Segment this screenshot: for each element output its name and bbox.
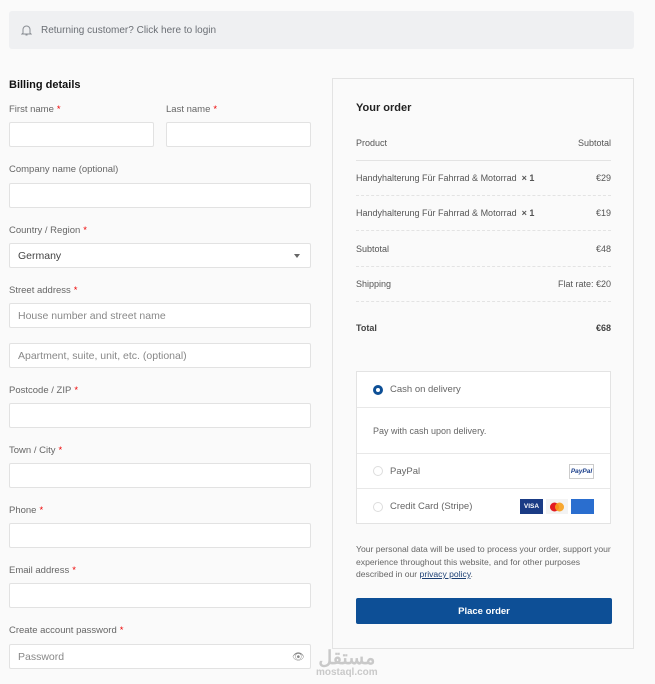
password-input[interactable]: Password <box>9 644 311 669</box>
first-name-label: First name * <box>9 104 61 115</box>
billing-title: Billing details <box>9 79 81 91</box>
order-item-row: Handyhalterung Für Fahrrad & Motorrad × … <box>356 208 611 218</box>
email-label: Email address * <box>9 565 76 576</box>
payment-cod[interactable]: Cash on delivery <box>357 372 610 408</box>
postcode-input[interactable] <box>9 403 311 428</box>
show-password-eye-icon[interactable]: 👁 <box>292 652 305 663</box>
bell-icon <box>21 25 32 36</box>
first-name-input[interactable] <box>9 122 154 147</box>
order-item-row: Handyhalterung Für Fahrrad & Motorrad × … <box>356 173 611 183</box>
privacy-notice: Your personal data will be used to proce… <box>356 544 611 579</box>
company-input[interactable] <box>9 183 311 208</box>
paypal-radio[interactable] <box>373 466 383 476</box>
chevron-down-icon <box>294 254 300 258</box>
visa-icon: VISA <box>520 499 543 514</box>
phone-input[interactable] <box>9 523 311 548</box>
order-title: Your order <box>356 102 412 114</box>
town-input[interactable] <box>9 463 311 488</box>
mastercard-icon <box>546 499 568 514</box>
phone-label: Phone * <box>9 505 44 516</box>
street-input-1[interactable]: House number and street name <box>9 303 311 328</box>
town-label: Town / City * <box>9 445 63 456</box>
stripe-radio[interactable] <box>373 501 383 512</box>
password-label: Create account password * <box>9 625 124 636</box>
country-select[interactable]: Germany <box>9 243 311 268</box>
mostaql-watermark: مستقل mostaql.com <box>316 648 378 678</box>
payment-methods: Cash on delivery Pay with cash upon deli… <box>356 371 611 524</box>
subtotal-row: Subtotal €48 <box>356 244 611 254</box>
place-order-button[interactable]: Place order <box>356 598 612 624</box>
login-notice-text: Returning customer? Click here to login <box>41 24 217 36</box>
street-input-2[interactable]: Apartment, suite, unit, etc. (optional) <box>9 343 311 368</box>
postcode-label: Postcode / ZIP * <box>9 385 79 396</box>
last-name-input[interactable] <box>166 122 311 147</box>
order-header-row: Product Subtotal <box>356 138 611 148</box>
company-label: Company name (optional) <box>9 164 119 175</box>
paypal-logo-icon: PayPal <box>569 463 594 479</box>
amex-icon <box>571 499 594 514</box>
order-review-panel: Your order Product Subtotal Handyhalterun… <box>332 78 634 649</box>
total-row: Total €68 <box>356 323 611 333</box>
street-label: Street address * <box>9 285 78 296</box>
cod-description: Pay with cash upon delivery. <box>357 408 610 454</box>
privacy-policy-link[interactable]: privacy policy <box>419 569 471 579</box>
login-notice[interactable]: Returning customer? Click here to login <box>9 11 634 49</box>
last-name-label: Last name * <box>166 104 218 115</box>
payment-paypal[interactable]: PayPal PayPal <box>357 454 610 489</box>
shipping-row: Shipping Flat rate: €20 <box>356 279 611 289</box>
country-label: Country / Region * <box>9 225 87 236</box>
cod-radio[interactable] <box>373 384 383 395</box>
email-input[interactable] <box>9 583 311 608</box>
payment-stripe[interactable]: Credit Card (Stripe) VISA <box>357 489 610 524</box>
